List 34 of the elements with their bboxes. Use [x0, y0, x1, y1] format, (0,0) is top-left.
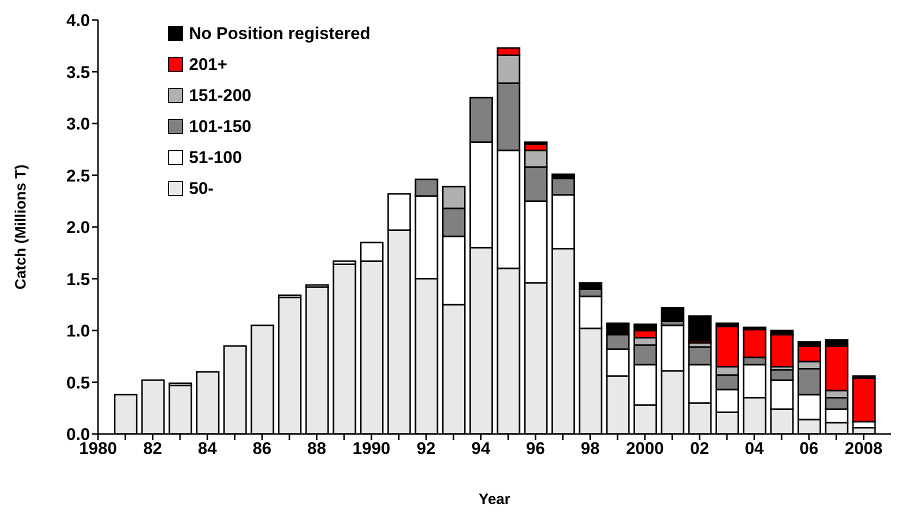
legend-label: 51-100 [189, 148, 242, 168]
bar [688, 315, 712, 342]
x-tick-label: 04 [744, 439, 764, 458]
x-tick-label: 84 [198, 439, 218, 458]
y-tick-label: 2.5 [66, 166, 90, 186]
x-tick-label: 86 [252, 439, 272, 458]
x-axis-title: Year [478, 491, 511, 508]
y-tick-label: 1.0 [66, 322, 90, 341]
y-tick-label: 3.5 [66, 62, 90, 82]
x-tick-label: 1990 [352, 439, 390, 458]
x-tick-label: 1980 [79, 439, 117, 458]
x-tick-label: 98 [580, 439, 600, 458]
x-tick-label: 96 [526, 439, 545, 458]
x-tick-label: 06 [800, 439, 818, 458]
y-axis-title: Catch (Millions T) [12, 164, 30, 290]
legend-label: 101-150 [189, 116, 252, 136]
x-tick-label: 94 [471, 439, 491, 458]
y-tick-label: 3.0 [66, 114, 90, 134]
x-tick-label: 92 [416, 439, 436, 458]
y-tick-label: 0.5 [66, 373, 90, 392]
y-tick-label: 2.0 [66, 218, 90, 238]
x-tick-label: 02 [690, 439, 710, 458]
y-tick-label: 4.0 [66, 11, 90, 30]
x-tick-label: 2008 [844, 439, 883, 458]
bar [660, 306, 684, 322]
legend-label: 201+ [189, 54, 228, 74]
x-tick-label: 2000 [626, 439, 664, 458]
bar [770, 334, 794, 368]
x-tick-label: 82 [143, 439, 162, 458]
x-tick-label: 88 [307, 439, 326, 458]
legend-label: 151-200 [189, 86, 252, 106]
y-tick-label: 1.5 [66, 270, 90, 289]
legend-label: 50- [189, 178, 214, 198]
legend-label: No Position registered [189, 24, 370, 44]
